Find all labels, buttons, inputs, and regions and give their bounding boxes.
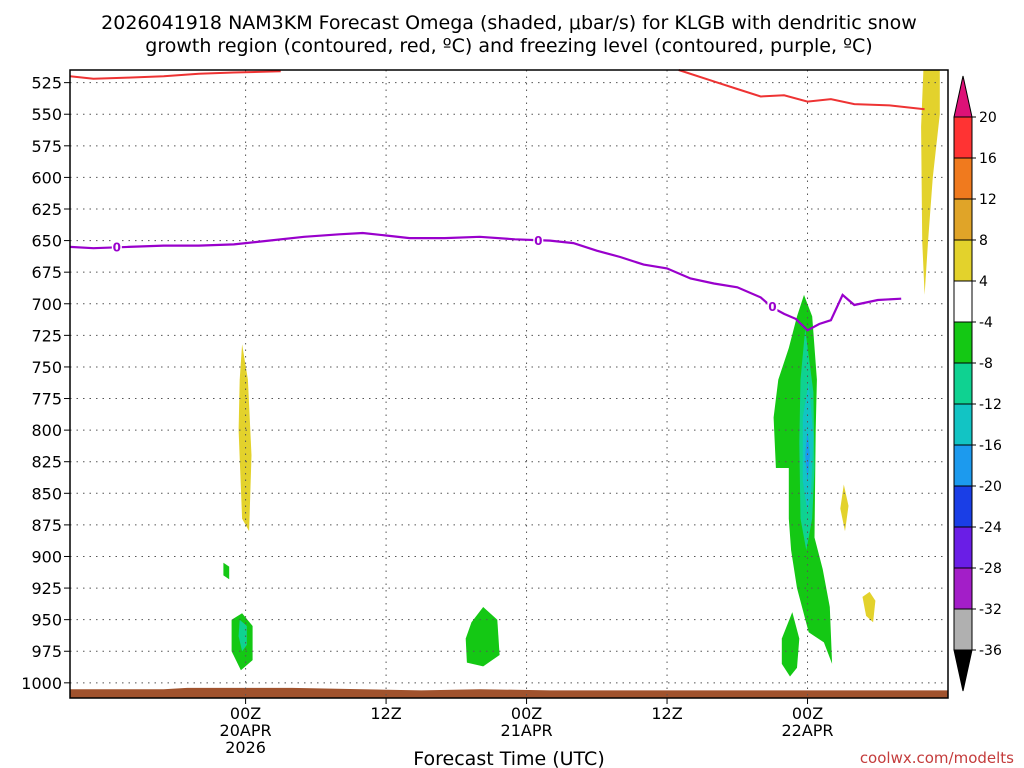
freezing-label-bg-0 — [111, 239, 122, 254]
colorbar-segment-5 — [953, 321, 973, 364]
colorbar-label-12: -32 — [979, 602, 1002, 618]
freezing-level-label-1: 0 — [534, 234, 542, 248]
chart-title-line1: 2026041918 NAM3KM Forecast Omega (shaded… — [101, 12, 917, 34]
omega-region-9 — [781, 612, 800, 677]
chart-title-line2: growth region (contoured, red, ºC) and f… — [145, 35, 872, 57]
y-tick-label-525: 525 — [31, 74, 62, 93]
colorbar-segment-11 — [953, 567, 973, 610]
colorbar-segment-2 — [953, 198, 973, 241]
y-tick-label-850: 850 — [31, 484, 62, 503]
x-axis-label: Forecast Time (UTC) — [413, 748, 604, 768]
y-tick-label-875: 875 — [31, 516, 62, 535]
y-tick-label-975: 975 — [31, 642, 62, 661]
colorbar-segment-9 — [953, 485, 973, 528]
colorbar-segment-12 — [953, 608, 973, 651]
colorbar-segment-7 — [953, 403, 973, 446]
colorbar-label-3: 8 — [979, 233, 988, 249]
colorbar-label-13: -36 — [979, 643, 1002, 659]
x-tick-label-24-0: 00Z — [511, 704, 542, 723]
y-tick-label-700: 700 — [31, 295, 62, 314]
y-tick-label-1000: 1000 — [21, 674, 62, 693]
x-tick-label-48-0: 00Z — [792, 704, 823, 723]
colorbar-label-11: -28 — [979, 561, 1002, 577]
freezing-level-label-0: 0 — [113, 240, 121, 254]
y-tick-label-800: 800 — [31, 421, 62, 440]
dgz-contour-0 — [69, 70, 281, 80]
colorbar-label-6: -8 — [979, 356, 993, 372]
colorbar-segment-8 — [953, 444, 973, 487]
x-tick-label-0-1: 20APR — [220, 721, 272, 740]
omega-region-11 — [862, 591, 876, 623]
freezing-level-contours: 0 0 0 — [69, 231, 902, 332]
colorbar-label-9: -20 — [979, 479, 1002, 495]
omega-region-2 — [238, 619, 247, 652]
y-tick-label-750: 750 — [31, 358, 62, 377]
colorbar-label-5: -4 — [979, 315, 993, 331]
colorbar-segment-0 — [953, 116, 973, 159]
omega-region-10 — [840, 484, 849, 532]
x-tick-label-12-0: 12Z — [370, 704, 401, 723]
y-tick-label-775: 775 — [31, 390, 62, 409]
dgz-contours — [69, 69, 925, 111]
colorbar-top-arrow — [953, 75, 973, 118]
x-tick-label-48-1: 22APR — [781, 721, 833, 740]
colorbar: 20 16 12 8 4 -4 -8 -12 -16 -20 -24 -28 -32 -36 — [953, 75, 1002, 692]
colorbar-label-2: 12 — [979, 192, 997, 208]
y-tick-label-575: 575 — [31, 137, 62, 156]
y-tick-label-550: 550 — [31, 105, 62, 124]
terrain-layer — [70, 687, 948, 698]
colorbar-segment-10 — [953, 526, 973, 569]
y-tick-label-825: 825 — [31, 453, 62, 472]
colorbar-label-0: 20 — [979, 110, 997, 126]
x-tick-label-0-0: 00Z — [230, 704, 261, 723]
x-tick-label-0-2: 2026 — [225, 738, 266, 757]
y-axis: 525 550 575 600 625 650 675 700 725 750 775 800 825 8… — [21, 74, 70, 693]
credit-text: coolwx.com/modelts — [860, 749, 1014, 767]
y-tick-label-925: 925 — [31, 579, 62, 598]
colorbar-label-7: -12 — [979, 397, 1002, 413]
grid-lines — [70, 70, 948, 698]
colorbar-segment-3 — [953, 239, 973, 282]
y-tick-label-600: 600 — [31, 168, 62, 187]
omega-region-3 — [223, 562, 230, 580]
colorbar-label-1: 16 — [979, 151, 997, 167]
dgz-contour-1 — [678, 69, 925, 111]
freezing-label-bg-2 — [767, 299, 778, 314]
terrain-fill — [70, 687, 948, 698]
colorbar-label-8: -16 — [979, 438, 1002, 454]
colorbar-label-4: 4 — [979, 274, 988, 290]
omega-region-12 — [921, 70, 940, 295]
colorbar-segment-1 — [953, 157, 973, 200]
y-tick-label-725: 725 — [31, 326, 62, 345]
y-tick-label-625: 625 — [31, 200, 62, 219]
y-tick-label-950: 950 — [31, 611, 62, 630]
colorbar-bottom-arrow — [953, 649, 973, 692]
freezing-level-label-2: 0 — [768, 300, 776, 314]
x-tick-label-24-1: 21APR — [501, 721, 553, 740]
freezing-level-line — [69, 231, 902, 332]
omega-region-8 — [805, 430, 810, 481]
freezing-label-bg-1 — [533, 233, 544, 248]
y-tick-label-675: 675 — [31, 263, 62, 282]
x-tick-label-36-0: 12Z — [651, 704, 682, 723]
colorbar-segment-4 — [953, 280, 973, 323]
colorbar-segment-6 — [953, 362, 973, 405]
y-tick-label-650: 650 — [31, 232, 62, 251]
colorbar-label-10: -24 — [979, 520, 1002, 536]
plot-frame — [69, 69, 949, 699]
y-tick-label-900: 900 — [31, 547, 62, 566]
omega-region-0 — [238, 344, 252, 532]
omega-shading — [223, 70, 940, 677]
